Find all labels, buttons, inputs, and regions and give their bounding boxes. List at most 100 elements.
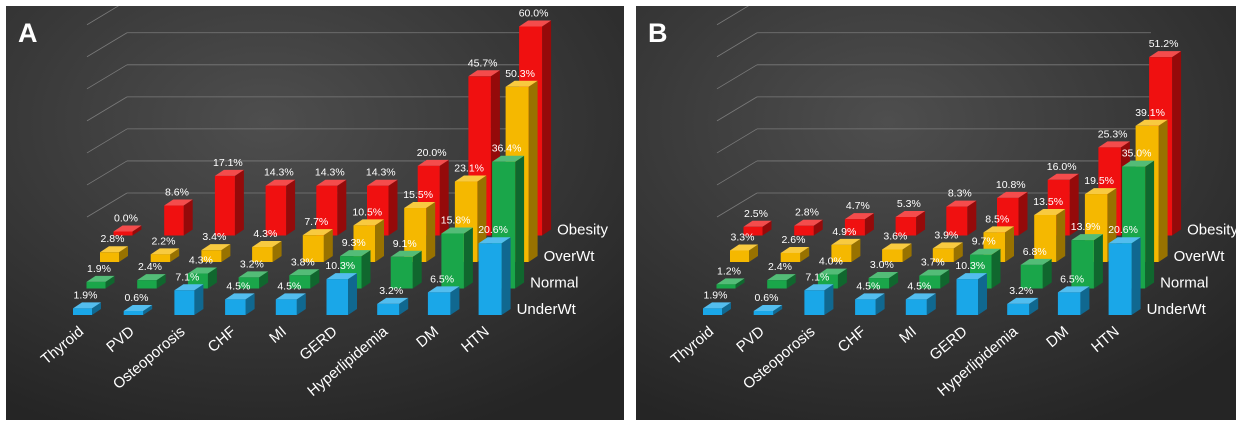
data-label: 4.5% bbox=[226, 280, 250, 292]
bar bbox=[946, 200, 977, 236]
data-label: 50.3% bbox=[505, 68, 535, 80]
bar bbox=[275, 293, 306, 315]
bar bbox=[427, 286, 460, 315]
data-label: 10.3% bbox=[955, 260, 985, 272]
bar bbox=[265, 179, 296, 236]
data-label: 15.8% bbox=[441, 214, 471, 226]
data-label: 2.8% bbox=[101, 233, 125, 245]
data-label: 14.3% bbox=[315, 167, 345, 179]
data-label: 4.0% bbox=[819, 256, 843, 268]
chart-panel-a: 0.0% 8.6% 17.1% 14.3% 14.3% 14.3% 20.0% 45.7% 60… bbox=[6, 6, 624, 420]
data-label: 10.5% bbox=[352, 206, 382, 218]
data-label: 3.8% bbox=[291, 256, 315, 268]
data-label: 2.6% bbox=[781, 234, 805, 246]
legend-label: OverWt bbox=[1174, 248, 1226, 265]
data-label: 17.1% bbox=[213, 157, 243, 169]
data-label: 3.2% bbox=[1009, 285, 1033, 297]
bar bbox=[882, 243, 912, 262]
grid-line-side bbox=[716, 32, 758, 58]
bar bbox=[113, 225, 142, 236]
data-label: 8.6% bbox=[165, 187, 189, 199]
bar bbox=[225, 293, 255, 315]
data-label: 2.4% bbox=[768, 261, 792, 273]
data-label: 7.1% bbox=[175, 271, 199, 283]
bar bbox=[478, 237, 511, 315]
data-label: 10.3% bbox=[325, 260, 355, 272]
bar bbox=[919, 269, 950, 289]
data-label: 20.6% bbox=[478, 224, 508, 236]
bar bbox=[164, 199, 193, 236]
grid-line-side bbox=[716, 192, 758, 218]
data-label: 13.9% bbox=[1071, 221, 1101, 233]
bar bbox=[73, 302, 101, 315]
data-label: 1.2% bbox=[717, 265, 741, 277]
gridlines bbox=[716, 6, 1151, 218]
data-label: 45.7% bbox=[468, 57, 498, 69]
data-label: 3.3% bbox=[731, 232, 755, 244]
data-label: 14.3% bbox=[264, 167, 294, 179]
data-label: 19.5% bbox=[1084, 175, 1114, 187]
data-label: 20.0% bbox=[417, 147, 447, 159]
data-label: 4.5% bbox=[277, 280, 301, 292]
data-label: 1.9% bbox=[87, 263, 111, 275]
data-label: 6.8% bbox=[1023, 246, 1047, 258]
data-label: 2.8% bbox=[795, 207, 819, 219]
legend-label: OverWt bbox=[544, 248, 596, 265]
bar bbox=[868, 272, 899, 289]
panel-label: B bbox=[648, 18, 668, 48]
data-label: 51.2% bbox=[1149, 38, 1179, 50]
bar bbox=[1071, 234, 1103, 289]
data-label: 0.6% bbox=[754, 292, 778, 304]
bar bbox=[123, 305, 153, 315]
data-label: 20.6% bbox=[1108, 224, 1138, 236]
bar bbox=[201, 244, 231, 262]
bar bbox=[804, 284, 834, 315]
bar bbox=[716, 278, 745, 289]
grid-line-side bbox=[86, 96, 128, 122]
data-label: 10.8% bbox=[996, 179, 1026, 191]
data-label: 3.2% bbox=[240, 258, 264, 270]
bar bbox=[150, 248, 180, 262]
bar bbox=[932, 242, 963, 262]
data-label: 4.9% bbox=[832, 226, 856, 238]
data-label: 14.3% bbox=[366, 167, 396, 179]
legend-label: Normal bbox=[1160, 275, 1208, 292]
grid-line-side bbox=[716, 160, 758, 186]
bar bbox=[137, 274, 166, 289]
grid-line-side bbox=[86, 6, 119, 26]
series-underwt: 1.9% 0.6% 7.1% 4.5% 4.5% 10.3% 3.2% 6.5% 20.6% bbox=[703, 224, 1141, 315]
data-label: 4.5% bbox=[856, 280, 880, 292]
bar bbox=[780, 246, 810, 262]
data-label: 5.3% bbox=[897, 198, 921, 210]
bar bbox=[844, 213, 874, 236]
legend-label: UnderWt bbox=[1147, 301, 1207, 318]
data-label: 6.5% bbox=[1060, 273, 1084, 285]
bar bbox=[1020, 258, 1052, 289]
bar bbox=[794, 219, 823, 236]
data-label: 60.0% bbox=[519, 8, 549, 20]
series-underwt: 1.9% 0.6% 7.1% 4.5% 4.5% 10.3% 3.2% 6.5% 20.6% bbox=[73, 224, 511, 315]
bar bbox=[302, 229, 333, 262]
data-label: 35.0% bbox=[1122, 148, 1152, 160]
data-label: 7.1% bbox=[805, 271, 829, 283]
bar bbox=[753, 305, 783, 315]
bar bbox=[1007, 297, 1039, 315]
bar bbox=[1034, 208, 1066, 262]
bar bbox=[214, 169, 244, 236]
series-normal: 1.9% 2.4% 4.3% 3.2% 3.8% 9.3% 9.1% 15.8% 36.4% bbox=[86, 143, 525, 289]
chart-panel-b: 2.5% 2.8% 4.7% 5.3% 8.3% 10.8% 16.0% 25.3% 51.2%… bbox=[636, 6, 1236, 420]
legend-label: Obesity bbox=[557, 222, 608, 239]
grid-line-side bbox=[86, 192, 128, 218]
data-label: 4.3% bbox=[253, 228, 277, 240]
legend: UnderWt Normal OverWt Obesity bbox=[1147, 222, 1236, 319]
bar bbox=[404, 202, 436, 262]
data-label: 8.5% bbox=[985, 213, 1009, 225]
data-label: 4.3% bbox=[189, 255, 213, 267]
bar bbox=[1057, 286, 1090, 315]
data-label: 1.9% bbox=[74, 289, 98, 301]
data-label: 2.5% bbox=[744, 208, 768, 220]
data-label: 15.5% bbox=[403, 189, 433, 201]
bar bbox=[743, 220, 772, 236]
bar bbox=[174, 284, 204, 315]
data-label: 7.7% bbox=[304, 216, 328, 228]
